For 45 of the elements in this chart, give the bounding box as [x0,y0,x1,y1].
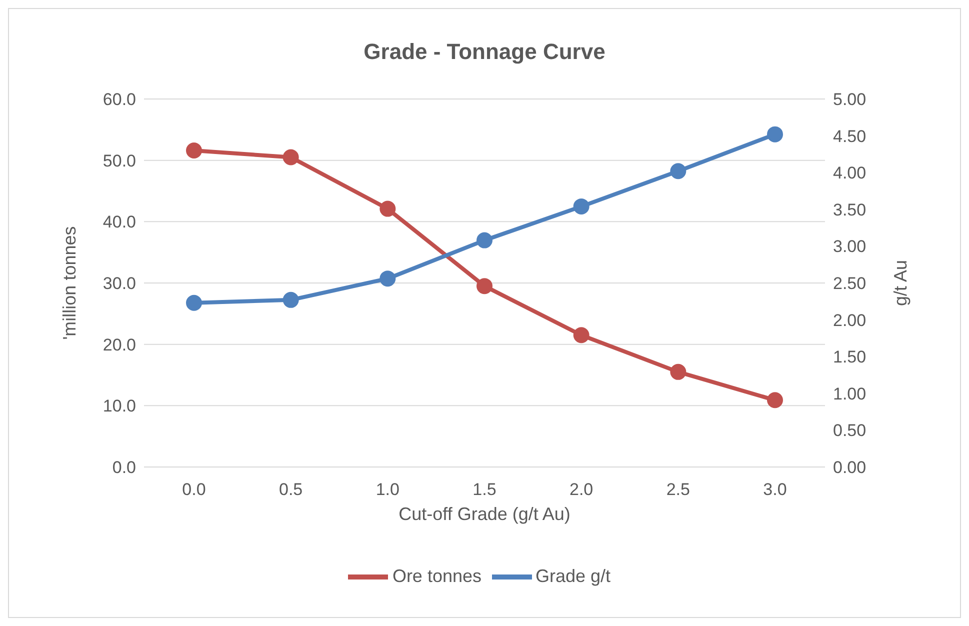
y2-tick-label: 3.50 [833,200,866,220]
point [186,294,202,311]
point [380,270,396,287]
y2-tick-label: 4.00 [833,164,866,183]
y-tick-label: 60.0 [102,90,136,110]
point [767,126,783,142]
y-tick-label: 20.0 [102,335,136,354]
x-tick-label: 1.5 [472,480,496,500]
point [186,142,202,159]
x-tick-label: 1.0 [376,480,400,500]
x-tick-label: 0.5 [279,480,303,500]
y-tick-label: 10.0 [102,396,136,416]
y-axis-title: 'million tonnes [59,226,80,340]
y2-tick-label: 2.00 [833,310,866,330]
y2-tick-label: 5.00 [833,90,866,110]
y-tick-label: 0.0 [112,458,136,478]
y2-tick-label: 0.00 [833,458,866,478]
point [573,198,590,214]
y2-tick-label: 0.50 [833,421,866,440]
x-tick-label: 2.5 [666,480,690,500]
chart-title: Grade - Tonnage Curve [362,39,606,65]
y2-axis-title: g/t Au [890,260,910,306]
x-tick-label: 0.0 [182,480,206,500]
y-tick-label: 50.0 [102,151,136,170]
y2-tick-label: 2.50 [833,274,866,294]
y2-tick-label: 1.00 [833,384,866,404]
legend-label: Grade g/t [536,566,611,586]
y2-tick-label: 3.00 [833,237,866,256]
x-tick-label: 2.0 [570,480,594,500]
point [670,163,686,180]
y2-tick-label: 4.50 [833,126,866,146]
y-tick-label: 40.0 [102,212,136,232]
point [476,232,492,248]
x-tick-label: 3.0 [763,480,787,500]
legend-label: Ore tonnes [392,566,482,586]
point [282,149,299,166]
y2-tick-label: 1.50 [833,348,866,367]
point [282,292,299,308]
point [573,327,590,344]
point [380,200,396,217]
point [670,364,686,380]
point [767,392,783,408]
x-axis-title: Cut-off Grade (g/t Au) [398,504,570,524]
point [476,278,492,294]
y-tick-label: 30.0 [102,274,136,294]
